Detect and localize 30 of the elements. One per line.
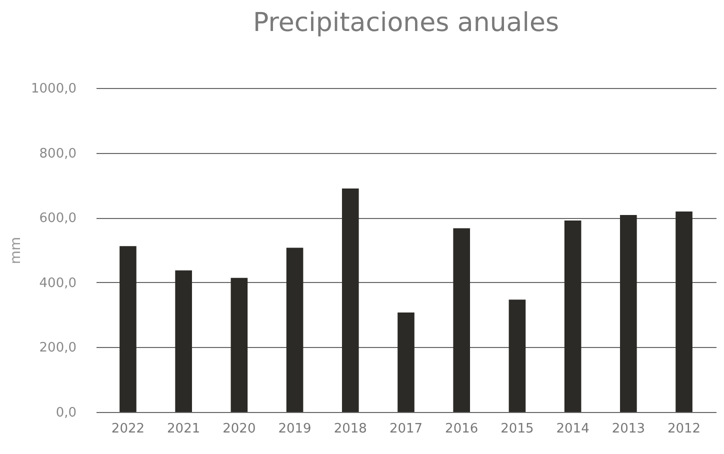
y-tick-label: 200,0 bbox=[39, 340, 76, 356]
bar bbox=[676, 211, 692, 412]
y-tick-label: 400,0 bbox=[39, 276, 76, 291]
bar bbox=[453, 228, 470, 412]
x-tick-label: 2012 bbox=[667, 422, 701, 436]
bar bbox=[175, 270, 192, 412]
y-axis-title: mm bbox=[8, 236, 24, 264]
bar bbox=[286, 248, 304, 412]
bar bbox=[120, 246, 136, 412]
x-tick-label: 2021 bbox=[167, 422, 200, 436]
bar bbox=[230, 278, 248, 412]
x-tick-label: 2017 bbox=[389, 422, 423, 436]
x-tick-label: 2014 bbox=[556, 422, 590, 436]
y-tick-label: 0,0 bbox=[56, 406, 76, 420]
x-tick-label: 2016 bbox=[445, 422, 478, 436]
chart-title: Precipitaciones anuales bbox=[252, 8, 560, 38]
x-tick-label: 2020 bbox=[222, 422, 256, 436]
y-tick-label: 1000,0 bbox=[31, 82, 76, 96]
y-tick-label: 800,0 bbox=[39, 146, 76, 162]
x-tick-label: 2018 bbox=[334, 422, 367, 436]
x-tick-label: 2015 bbox=[500, 422, 534, 436]
x-tick-label: 2022 bbox=[111, 422, 145, 436]
y-tick-label: 600,0 bbox=[39, 211, 76, 226]
bar bbox=[620, 215, 637, 412]
bar bbox=[508, 300, 526, 412]
bar bbox=[398, 312, 414, 412]
x-tick-label: 2019 bbox=[278, 422, 312, 436]
bar bbox=[564, 220, 582, 412]
bar bbox=[342, 188, 359, 412]
x-tick-label: 2013 bbox=[612, 422, 645, 436]
